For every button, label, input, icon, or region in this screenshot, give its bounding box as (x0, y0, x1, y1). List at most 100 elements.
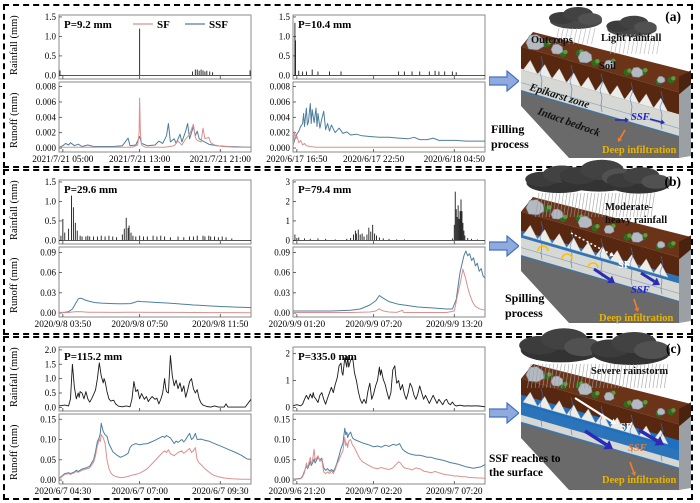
bedrock-layer (521, 255, 679, 323)
runoff-ytick: 0.004 (36, 112, 57, 122)
rain-ytick: 0 (286, 235, 291, 245)
epikarst-pinnacle (522, 224, 538, 240)
runoff-ytick: 0.00 (274, 308, 290, 318)
rock-outcrop-icon (525, 34, 545, 51)
fissure (539, 221, 544, 260)
ssf-line (58, 297, 252, 313)
rain-ytick: 1.0 (45, 31, 57, 41)
fissure (569, 64, 574, 104)
p-label: P=335.0 mm (298, 351, 357, 363)
runoff-ytick: 0.000 (270, 143, 291, 153)
x-tick-label: 2020/6/7 09:30 (192, 487, 249, 497)
diagram-label: SF (618, 260, 630, 271)
flow-arrow-icon (489, 402, 519, 424)
panel-letter-c: (c) (666, 341, 681, 356)
right-face (679, 402, 691, 490)
fissure (599, 405, 604, 444)
cloud-icon (519, 328, 602, 363)
panel-row-b: Rainfall (mm) Runoff (mm) 0.0 0.5 1.0 1.5 0.… (3, 159, 693, 335)
runoff-ytick: 0.10 (274, 435, 290, 445)
rain-ytick: 0 (286, 402, 291, 412)
rain-series (58, 355, 252, 408)
epikarst-pinnacle (595, 245, 611, 261)
epikarst-layer (521, 233, 679, 302)
process-label-a: Filling process (491, 122, 529, 151)
sf-line (58, 434, 251, 480)
ssf-line (292, 103, 485, 146)
diagram-label: Light rainfall (601, 33, 661, 44)
runoff-ytick: 0.15 (274, 414, 290, 424)
rain-ytick: 2.0 (45, 345, 57, 355)
rock-outcrop-icon (656, 407, 666, 416)
epikarst-pinnacle (580, 76, 596, 92)
rain-streaks (555, 27, 596, 45)
panel-letter-a: (a) (665, 9, 681, 24)
fissure (629, 247, 634, 286)
rock-outcrop-icon (630, 231, 644, 243)
panel-letter-b: (b) (664, 174, 682, 189)
spring-icon (587, 262, 599, 269)
x-tick-label: 2020/6/17 16:50 (266, 155, 328, 165)
epikarst-pinnacle (580, 408, 596, 424)
runoff-panel-frame (292, 246, 486, 318)
sf-line (59, 97, 251, 148)
process-line: SSF reaches to (489, 453, 561, 465)
runoff-ytick: 0.004 (270, 112, 291, 122)
x-tick-label: 2020/6/18 04:50 (424, 155, 486, 165)
rain-ytick: 1.0 (45, 196, 57, 206)
rock-outcrop-icon (603, 224, 615, 234)
rain-ytick: 1.5 (45, 12, 57, 22)
rainfall-panel-frame (58, 14, 252, 80)
rain-series (292, 355, 486, 408)
rain-ytick: 0.0 (45, 402, 57, 412)
runoff-ytick: 0.008 (36, 82, 57, 92)
process-line: process (491, 136, 529, 151)
runoff-ytick: 0.00 (40, 475, 56, 485)
right-face (679, 235, 691, 323)
epikarst-pinnacle (551, 68, 567, 84)
p-label: P=115.2 mm (64, 351, 122, 363)
ssf-line (293, 250, 486, 312)
epikarst-pinnacle (624, 89, 640, 105)
runoff-ytick: 0.06 (274, 268, 290, 278)
process-line: Filling (491, 122, 525, 136)
right-face (679, 70, 691, 158)
cloud-icon (590, 332, 670, 365)
epikarst-pinnacle (638, 93, 654, 109)
hillslope-diagram-c: Severe rainstorm SF SSF Deep infiltration (519, 328, 691, 490)
sf-line (292, 131, 485, 148)
x-tick-label: 2020/9/8 03:50 (35, 320, 92, 330)
x-tick-label: 2020/6/17 22:50 (343, 155, 405, 165)
rainfall-axis-label: Rainfall (mm) (9, 347, 20, 407)
runoff-ytick: 0.05 (40, 455, 56, 465)
rain-ytick: 0.5 (45, 216, 57, 226)
bedrock-layer (521, 90, 679, 158)
process-label-b: Spilling process (505, 291, 544, 320)
spring-icon (537, 245, 549, 252)
rock-outcrop-icon (603, 391, 615, 401)
rainfall-panel-frame (58, 179, 252, 245)
rainfall-panel-frame (292, 179, 486, 245)
x-tick-label: 2020/9/7 07:20 (426, 487, 483, 497)
runoff-ytick: 0.06 (40, 268, 56, 278)
x-tick-label: 2020/9/6 21:20 (269, 487, 326, 497)
runoff-panel-frame (58, 81, 252, 153)
diagram-label: Deep infiltration (602, 475, 677, 486)
p-label: P=79.4 mm (298, 184, 351, 196)
epikarst-pinnacle (624, 254, 640, 270)
rock-outcrop-icon (577, 215, 593, 229)
flow-arrow-icon (489, 70, 519, 92)
chart-a-left: 0.0 0.5 1.0 1.5 0.000 0.002 0.004 0.006 0.008 202… (32, 12, 252, 165)
soil-layer (521, 46, 679, 115)
x-tick-label: 2020/9/9 01:20 (269, 320, 326, 330)
rain-ytick: 0.5 (45, 388, 57, 398)
cloud-icon (549, 7, 602, 29)
epikarst-pinnacle (551, 233, 567, 249)
rain-ytick: 2 (286, 196, 291, 206)
rain-ytick: 0.0 (279, 70, 291, 80)
fissure (659, 256, 664, 295)
bedrock-waterline (520, 90, 680, 137)
sf-line (292, 437, 486, 481)
